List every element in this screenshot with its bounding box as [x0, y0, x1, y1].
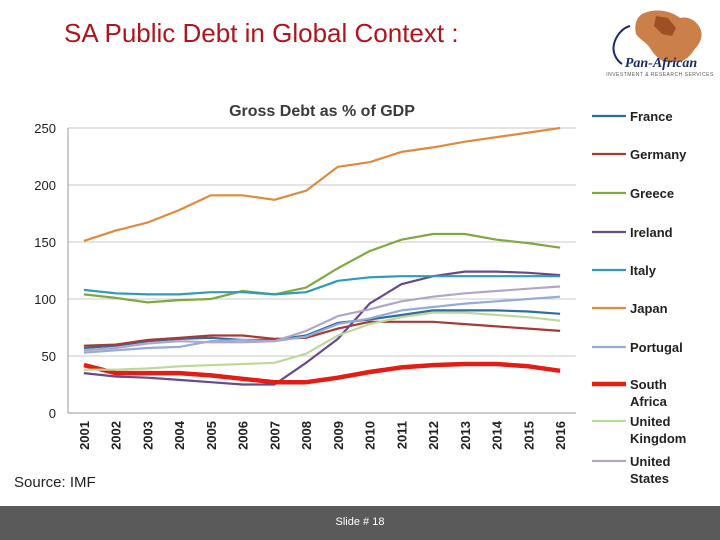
series-line-japan	[83, 126, 561, 242]
x-tick-label: 2007	[267, 421, 282, 450]
legend-label-line: States	[630, 471, 669, 486]
slide-title: SA Public Debt in Global Context :	[64, 18, 459, 48]
logo-tagline: INVESTMENT & RESEARCH SERVICES	[606, 72, 714, 78]
legend-label: South Africa	[630, 377, 668, 409]
africa-map-icon	[612, 10, 702, 65]
footer-bar: Slide # 18	[0, 506, 720, 540]
x-tick-label: 2014	[490, 420, 505, 450]
x-tick-label: 2003	[140, 421, 155, 450]
legend-label-line: United	[630, 454, 671, 469]
logo-name: Pan-African	[624, 56, 698, 71]
legend-label: Japan	[630, 301, 668, 316]
debt-chart: Gross Debt as % of GDP 0 50 100 150 200 250 200…	[2, 94, 718, 494]
x-tick-label: 2005	[204, 421, 219, 450]
series-line-greece	[83, 232, 561, 304]
x-tick-label: 2013	[458, 421, 473, 450]
legend-label: Germany	[630, 147, 687, 162]
x-tick-label: 2010	[363, 421, 378, 450]
series-line-united-kingdom	[83, 311, 561, 371]
y-tick-label: 250	[34, 121, 56, 136]
x-tick-label: 2009	[331, 421, 346, 450]
x-tick-label: 2001	[77, 421, 92, 450]
series-line-portugal	[83, 295, 561, 354]
legend-label-line: Africa	[630, 394, 668, 409]
series-line-south-africa	[83, 361, 561, 385]
y-tick-label: 50	[42, 349, 56, 364]
plot-area	[68, 128, 576, 413]
series-line-united-states	[83, 285, 561, 352]
x-tick-label: 2004	[172, 420, 187, 450]
legend-label: Italy	[630, 263, 657, 278]
chart-title: Gross Debt as % of GDP	[229, 103, 415, 120]
legend-label-line: Kingdom	[630, 431, 686, 446]
source-note: Source: IMF	[14, 474, 96, 491]
x-tick-label: 2002	[109, 421, 124, 450]
pan-african-logo	[596, 6, 714, 82]
legend-label-line: South	[630, 377, 667, 392]
x-tick-label: 2012	[426, 421, 441, 450]
legend-label: Greece	[630, 186, 674, 201]
legend-label: Ireland	[630, 225, 673, 240]
slide-number: Slide # 18	[335, 516, 385, 528]
x-tick-label: 2008	[299, 421, 314, 450]
legend-label: Portugal	[630, 340, 683, 355]
y-tick-label: 200	[34, 178, 56, 193]
y-tick-label: 150	[34, 235, 56, 250]
series-line-italy	[83, 275, 561, 296]
legend-label-line: United	[630, 414, 671, 429]
x-tick-label: 2016	[553, 421, 568, 450]
x-tick-label: 2011	[394, 421, 409, 449]
y-tick-label: 100	[34, 292, 56, 307]
series-line-germany	[83, 320, 561, 347]
y-tick-label: 0	[49, 406, 56, 421]
legend-label: France	[630, 109, 673, 124]
x-tick-label: 2006	[236, 421, 251, 450]
series-line-ireland	[83, 270, 561, 386]
legend-label: United Kingdom	[630, 414, 686, 446]
x-tick-label: 2015	[521, 421, 536, 450]
legend-label: United States	[630, 454, 671, 486]
debt-chart-svg: Gross Debt as % of GDP 0 50 100 150 200 250 200…	[34, 103, 687, 486]
